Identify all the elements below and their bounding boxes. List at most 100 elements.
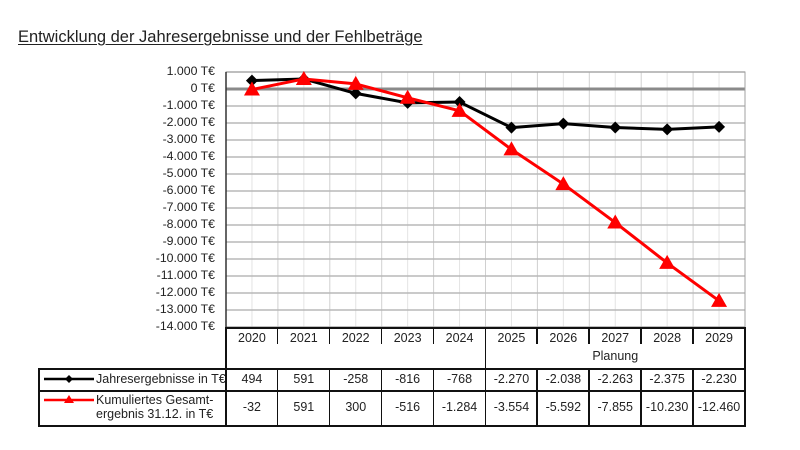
table-border [484,327,487,368]
table-border [328,327,331,344]
table-border [484,368,487,425]
diamond-marker-icon [453,96,466,109]
table-border [640,327,642,344]
y-tick-label: -11.000 T€ [156,268,215,282]
y-tick-label: -3.000 T€ [162,132,215,146]
y-tick-label: -7.000 T€ [162,200,215,214]
table-border [38,390,745,392]
table-cell-kumuliert: -516 [395,400,421,414]
table-border [432,327,435,344]
table-cell-jahresergebnis: -2.230 [701,372,737,386]
planning-label: Planung [592,349,639,363]
table-border [692,327,694,344]
y-tick-label: -10.000 T€ [155,251,215,265]
x-tick-label: 2023 [393,331,422,345]
y-tick-label: -2.000 T€ [162,115,215,129]
table-border [38,368,40,425]
y-tick-label: 0 T€ [190,81,215,95]
triangle-marker-icon [243,81,260,96]
table-border [536,327,538,344]
table-border [588,327,590,344]
table-border [380,327,383,344]
legend-triangle-icon [64,395,74,403]
table-border [744,327,746,425]
triangle-marker-icon [659,254,676,269]
table-cell-jahresergebnis: 494 [241,372,263,386]
diamond-marker-icon [713,120,726,133]
y-tick-label: -14.000 T€ [155,319,215,333]
table-cell-kumuliert: 300 [345,400,367,414]
table-border [536,368,538,425]
table-border [588,368,590,425]
x-tick-label: 2021 [289,331,318,345]
diamond-marker-icon [245,74,258,87]
diamond-marker-icon [557,117,570,130]
table-cell-jahresergebnis: -2.263 [597,372,633,386]
x-tick-label: 2029 [705,331,733,345]
triangle-marker-icon [711,292,728,307]
triangle-marker-icon [555,176,572,191]
legend-label-line: Kumuliertes Gesamt- [96,393,214,407]
table-cell-kumuliert: -32 [242,400,261,414]
table-cell-jahresergebnis: -768 [447,372,473,386]
legend-diamond-icon [65,375,73,383]
table-cell-jahresergebnis: -258 [343,372,369,386]
table-cell-kumuliert: -12.460 [697,400,741,414]
y-tick-label: -13.000 T€ [155,302,215,316]
table-border [692,368,694,425]
diamond-marker-icon [609,121,622,134]
table-border [328,368,331,425]
table-border [276,368,279,425]
x-tick-label: 2024 [445,331,474,345]
diamond-marker-icon [661,123,674,136]
legend-label-jahresergebnisse: Jahresergebnisse in T€ [96,372,226,386]
legend-label-line: ergebnis 31.12. in T€ [96,407,214,421]
series-line-kumuliert [251,77,720,303]
table-border [432,368,435,425]
triangle-marker-icon [503,141,520,156]
triangle-marker-icon [607,214,624,229]
triangle-marker-icon [295,70,312,85]
x-tick-label: 2025 [497,331,526,345]
triangle-marker-icon [399,89,416,104]
table-cell-kumuliert: 591 [293,400,315,414]
y-tick-label: -6.000 T€ [162,183,215,197]
table-cell-kumuliert: -1.284 [441,400,478,414]
y-tick-label: -4.000 T€ [162,149,215,163]
triangle-marker-icon [347,75,364,90]
table-cell-jahresergebnis: -2.375 [649,372,685,386]
chart-title: Entwicklung der Jahresergebnisse und der… [18,28,423,46]
table-border [225,327,227,425]
table-cell-jahresergebnis: -2.038 [545,372,582,386]
table-border [276,327,279,344]
x-tick-label: 2027 [601,331,630,345]
x-tick-label: 2028 [653,331,682,345]
table-cell-jahresergebnis: -816 [395,372,421,386]
table-cell-kumuliert: -10.230 [645,400,689,414]
y-tick-label: -8.000 T€ [162,217,215,231]
series-line-jahresergebnisse [251,77,720,131]
table-border [226,327,745,329]
legend-label-kumuliert: Kumuliertes Gesamt-ergebnis 31.12. in T€ [96,393,213,421]
table-border [640,368,642,425]
diamond-marker-icon [349,87,362,100]
table-cell-kumuliert: -7.855 [597,400,633,414]
table-border [380,368,383,425]
y-tick-label: -9.000 T€ [162,234,215,248]
table-border [38,368,745,370]
table-cell-kumuliert: -5.592 [545,400,582,414]
x-tick-label: 2026 [549,331,578,345]
triangle-marker-icon [451,102,468,117]
y-tick-label: 1.000 T€ [166,64,215,78]
table-cell-kumuliert: -3.554 [493,400,530,414]
y-tick-label: -12.000 T€ [155,285,215,299]
x-tick-label: 2022 [341,331,370,345]
table-cell-jahresergebnis: 591 [293,372,315,386]
table-cell-jahresergebnis: -2.270 [493,372,530,386]
x-tick-label: 2020 [238,331,266,345]
table-border [38,425,746,427]
y-tick-label: -5.000 T€ [162,166,215,180]
y-tick-label: -1.000 T€ [162,98,215,112]
diamond-marker-icon [505,121,518,134]
